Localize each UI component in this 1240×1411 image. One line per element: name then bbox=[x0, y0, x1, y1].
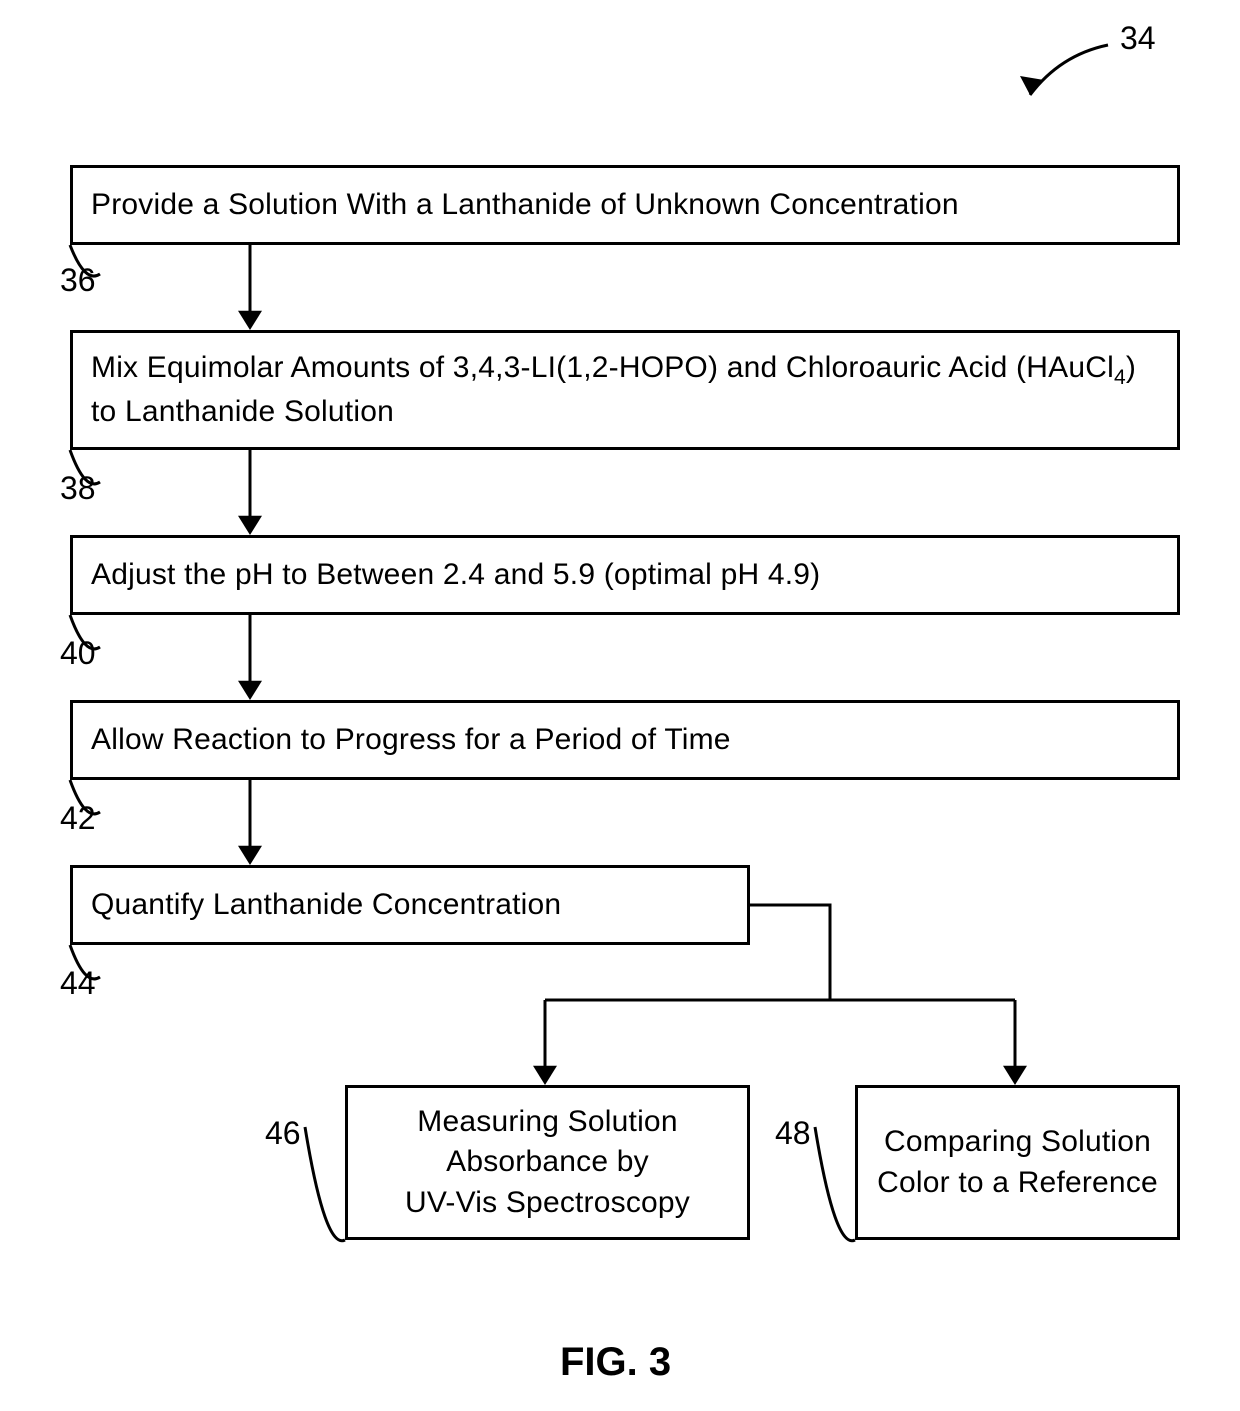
figure-caption: FIG. 3 bbox=[560, 1340, 671, 1385]
flow-branch bbox=[0, 0, 1240, 1411]
figure-canvas: 34Provide a Solution With a Lanthanide o… bbox=[0, 0, 1240, 1411]
